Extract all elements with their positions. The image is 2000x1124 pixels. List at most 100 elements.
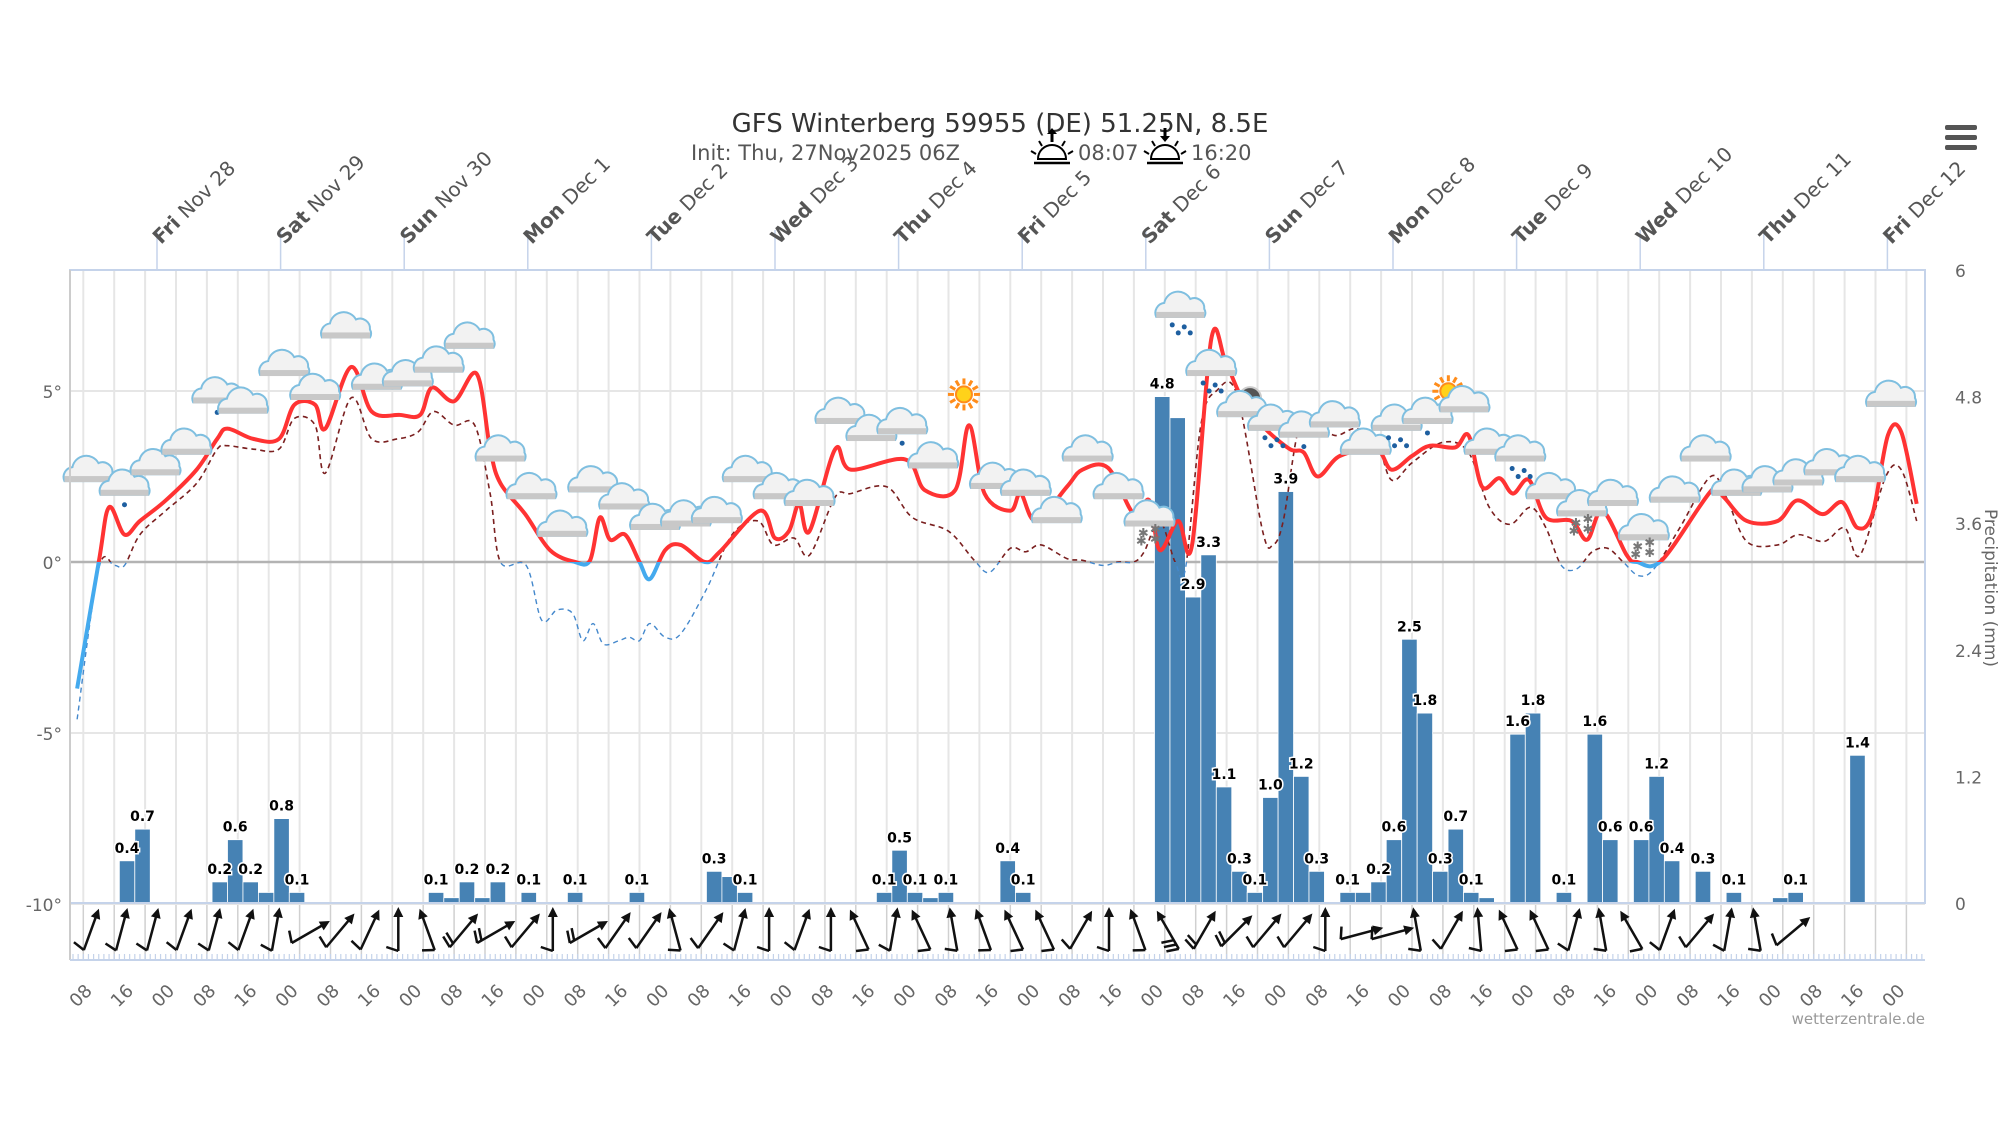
wind-feather xyxy=(73,941,85,952)
cloud-shade xyxy=(1650,496,1699,503)
wind-shaft xyxy=(1684,915,1713,949)
wind-arrowhead xyxy=(1498,909,1508,921)
wind-barb-icon xyxy=(944,907,959,952)
cloud-icon xyxy=(381,359,434,387)
cloud-shade xyxy=(1557,510,1606,517)
wind-feather xyxy=(855,948,869,953)
hour-tick-label: 16 xyxy=(848,981,879,1012)
wind-shaft xyxy=(1476,910,1483,952)
precip-bar xyxy=(1787,892,1804,904)
precip-bar-label: 0.1 xyxy=(1242,872,1267,888)
snowflake: ✱ xyxy=(1632,540,1643,555)
cloud-icon xyxy=(505,471,558,500)
cloud-shape xyxy=(1092,471,1145,500)
precip-bar xyxy=(118,860,136,904)
wind-shaft xyxy=(476,921,513,945)
cloud-icon xyxy=(320,311,373,339)
precip-bar-label: 0.1 xyxy=(1783,872,1808,888)
cloud-shape xyxy=(1123,499,1176,527)
cloud-shade xyxy=(569,486,618,493)
cloud-shade xyxy=(1279,431,1328,438)
cloud-shape xyxy=(1030,495,1083,524)
hour-tick-label: 08 xyxy=(189,981,220,1012)
hamburger-menu-icon[interactable] xyxy=(1944,122,1978,154)
cloud-shade xyxy=(1527,493,1576,500)
precip-bar-label: 0.2 xyxy=(238,862,263,878)
sun-ray xyxy=(954,379,961,387)
cloud-shade xyxy=(1341,448,1390,455)
cloud-rain-light-icon xyxy=(1278,410,1330,450)
wind-shaft xyxy=(1722,911,1733,951)
hour-tick-label: 08 xyxy=(1672,981,1703,1012)
cloud-shape xyxy=(289,372,342,400)
wind-barb-icon xyxy=(1468,907,1484,953)
cloud-rain-icon xyxy=(1154,290,1207,336)
rain-drop xyxy=(1206,388,1212,394)
day-label-date: Nov 29 xyxy=(303,150,370,217)
precip-bar-label: 1.8 xyxy=(1412,693,1437,709)
snowflake: ✱ xyxy=(1582,522,1593,537)
wind-feather xyxy=(878,943,891,952)
hour-tick-label: 08 xyxy=(807,981,838,1012)
wind-shaft xyxy=(949,911,959,951)
cloud-shade xyxy=(352,383,401,390)
hour-tick-label: 16 xyxy=(107,981,138,1012)
hour-tick-label: 08 xyxy=(1549,981,1580,1012)
cloud-shape xyxy=(598,482,651,510)
precip-bar-label: 0.1 xyxy=(1551,872,1576,888)
precip-bar xyxy=(1354,892,1372,904)
credit-link[interactable]: wetterzentrale.de xyxy=(1792,1010,1925,1028)
wind-feather xyxy=(566,930,572,944)
cloud-shade xyxy=(1681,455,1730,462)
cloud-shape xyxy=(1438,385,1491,413)
precip-bar xyxy=(1555,892,1573,904)
precip-bar-label: 0.2 xyxy=(455,862,480,878)
wind-barb-icon xyxy=(1498,909,1519,953)
wind-shaft xyxy=(359,912,379,951)
snowflake: ✱ xyxy=(1644,546,1655,561)
rain-drop xyxy=(1392,443,1398,449)
cloud-shade xyxy=(64,476,113,483)
cloud-shade xyxy=(661,520,710,527)
cloud-shade xyxy=(1063,455,1112,462)
hour-tick-label: 00 xyxy=(1260,981,1291,1012)
weather-icons: ✱ ✱✱✱✱ ✱✱✱✱ ✱✱✱ xyxy=(62,290,1918,563)
left-axis-tick-label: -5° xyxy=(37,725,62,745)
cloud-shape xyxy=(1278,410,1330,438)
cloud-shape xyxy=(443,321,496,349)
cloud-shape xyxy=(412,345,465,373)
wind-feather xyxy=(978,948,991,952)
cloud-icon xyxy=(217,386,270,414)
day-label-date: Dec 1 xyxy=(557,152,615,210)
wind-arrowhead xyxy=(911,909,921,921)
precip-bar-label: 0.1 xyxy=(733,872,758,888)
wind-arrowhead xyxy=(1302,913,1313,925)
wind-arrowhead xyxy=(547,907,558,917)
precip-bar-label: 1.6 xyxy=(1505,714,1530,730)
wind-feather xyxy=(1431,938,1442,950)
wind-arrowhead xyxy=(1372,925,1384,936)
cloud-shape xyxy=(1834,454,1887,483)
hour-tick-label: 16 xyxy=(972,981,1003,1012)
wind-feather xyxy=(1678,935,1687,948)
wind-arrowhead xyxy=(596,921,608,931)
rain-drop xyxy=(1181,324,1187,330)
chart-title: GFS Winterberg 59955 (DE) 51.25N, 8.5E xyxy=(732,109,1269,139)
cloud-shade xyxy=(291,394,340,400)
wind-barb-icon xyxy=(722,907,748,952)
precip-bar xyxy=(1432,870,1449,904)
wind-arrowhead xyxy=(1104,907,1114,917)
sun-ray xyxy=(1433,394,1441,401)
rain-drop xyxy=(1527,474,1533,480)
precip-bar xyxy=(1725,892,1743,904)
wind-shaft xyxy=(82,912,99,951)
wind-arrowhead xyxy=(1703,913,1715,925)
precipitation-labels: 0.4 0.7 0.2 0.6 0.2 0.8 0.1 0.1 0.2 0.2 0.1 0.1 0.1 0… xyxy=(113,375,1871,890)
precip-bar-label: 0.1 xyxy=(624,872,649,888)
right-axis-tick-label: 1.2 xyxy=(1955,768,1982,788)
precip-bar xyxy=(1154,396,1171,904)
wind-shaft xyxy=(697,914,723,949)
sun-ray xyxy=(971,385,979,391)
wind-feather xyxy=(1312,945,1326,953)
wind-feather xyxy=(135,942,148,952)
